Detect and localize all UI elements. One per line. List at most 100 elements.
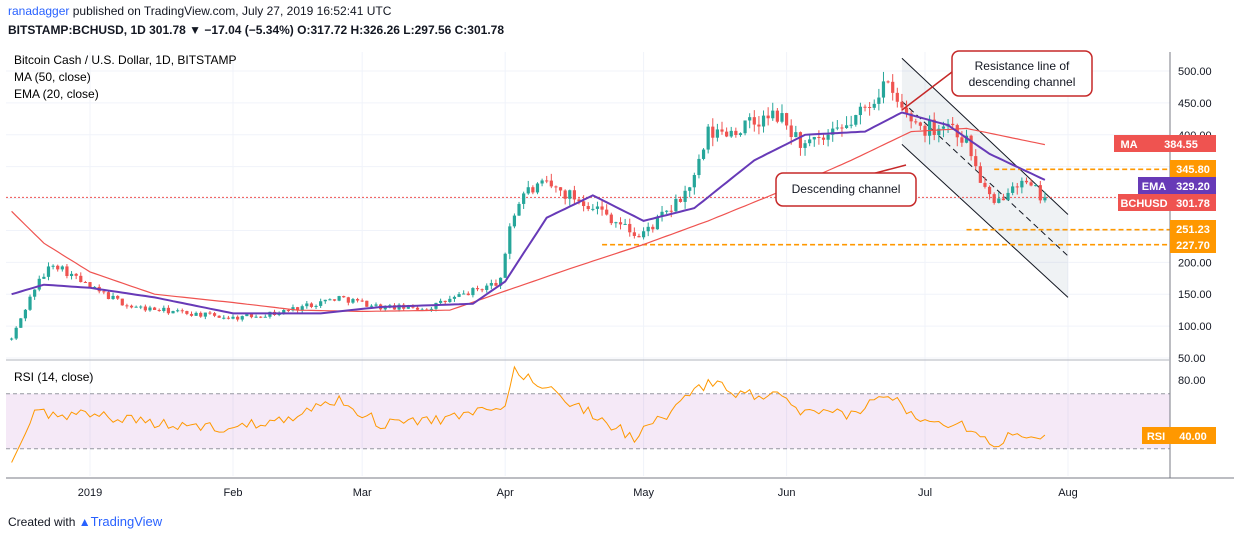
candle-body: [176, 310, 180, 312]
candle-body: [665, 210, 669, 212]
candle-body: [895, 92, 899, 102]
rsi-label-value: 40.00: [1179, 431, 1207, 443]
candle-body: [969, 135, 973, 157]
callout-pointer: [901, 71, 953, 111]
candle-body: [549, 180, 553, 187]
candle-body: [821, 137, 826, 140]
candle-body: [849, 124, 853, 126]
candle-body: [928, 119, 932, 136]
candle-body: [166, 307, 171, 314]
level-label-bg: [1170, 236, 1216, 253]
level-label-value: 227.70: [1176, 240, 1210, 252]
author-name[interactable]: ranadagger: [8, 4, 70, 18]
candle-body: [14, 327, 18, 339]
candle-body: [831, 128, 835, 135]
candle-body: [240, 316, 244, 320]
candle-body: [466, 293, 470, 296]
rsi-tick-label: 80.00: [1178, 375, 1206, 387]
legend-ema: EMA (20, close): [14, 87, 99, 101]
ma-value-label: MA 384.55: [1114, 135, 1216, 152]
candle-body: [462, 293, 466, 295]
ema-label-name: EMA: [1142, 181, 1167, 193]
candle-body: [286, 310, 290, 312]
candle-body: [720, 129, 724, 132]
candle-body: [162, 307, 166, 311]
ma-label-value: 384.55: [1164, 139, 1198, 151]
candle-body: [369, 305, 374, 307]
candle-body: [582, 201, 586, 207]
candle-body: [568, 190, 572, 199]
rsi-label-bg: [1142, 427, 1216, 444]
candle-body: [69, 273, 74, 277]
price-tick-label: 450.00: [1178, 98, 1212, 110]
candle-body: [646, 226, 650, 232]
candle-body: [886, 81, 890, 83]
candle-body: [388, 305, 392, 307]
candle-body: [415, 307, 420, 310]
tradingview-brand[interactable]: TradingView: [90, 514, 163, 529]
candle-body: [249, 314, 254, 318]
candle-body: [761, 115, 766, 127]
low-value: L:297.56: [403, 23, 452, 37]
candle-body: [706, 126, 710, 150]
candle-body: [194, 312, 198, 316]
legend-ma: MA (50, close): [14, 70, 91, 84]
candle-body: [342, 296, 346, 298]
candle-body: [812, 136, 816, 140]
candle-body: [365, 300, 369, 307]
candle-body: [346, 297, 350, 303]
ema20-line: [11, 111, 1046, 315]
candle-body: [752, 117, 756, 125]
tradingview-logo-icon: ▲: [78, 515, 91, 529]
candle-body: [701, 149, 706, 159]
candle-body: [660, 211, 664, 217]
candle-body: [1020, 180, 1024, 188]
candle-body: [651, 226, 655, 230]
time-tick-label: Jun: [778, 487, 796, 499]
candle-body: [1024, 180, 1029, 183]
candle-body: [88, 282, 92, 288]
candle-body: [226, 317, 230, 319]
candle-body: [891, 81, 895, 93]
candle-body: [881, 81, 886, 98]
candle-body: [591, 208, 595, 210]
candle-body: [291, 307, 295, 311]
candle-body: [33, 289, 37, 297]
candle-body: [909, 113, 913, 122]
candle-body: [37, 278, 41, 290]
candle-body: [595, 206, 600, 209]
candle-body: [1043, 197, 1047, 201]
candle-body: [941, 126, 946, 129]
price-tick-label: 50.00: [1178, 353, 1206, 365]
candle-body: [794, 132, 798, 138]
candle-body: [512, 215, 517, 227]
candle-body: [1029, 182, 1033, 186]
candle-body: [319, 301, 323, 306]
candle-body: [180, 310, 184, 312]
channel-support-line: [901, 143, 1069, 298]
candle-body: [997, 198, 1001, 203]
candle-body: [148, 307, 152, 311]
candle-body: [102, 291, 106, 293]
candle-body: [19, 318, 23, 328]
callout-line-2: descending channel: [969, 75, 1076, 89]
candle-body: [79, 275, 83, 283]
level-label-value: 345.80: [1176, 164, 1210, 176]
candle-body: [854, 115, 858, 125]
candle-body: [471, 288, 475, 296]
candle-body: [655, 216, 660, 230]
created-with-text: Created with: [8, 515, 76, 529]
level-value-label-2: 251.23: [1170, 220, 1216, 237]
candle-body: [725, 131, 729, 137]
level-label-value: 251.23: [1176, 224, 1210, 236]
candle-body: [360, 300, 364, 302]
candle-body: [254, 316, 258, 318]
candle-body: [56, 265, 60, 270]
rsi-line: [11, 365, 1046, 463]
candle-body: [743, 120, 747, 134]
candle-body: [932, 119, 936, 136]
high-value: H:326.26: [350, 23, 400, 37]
candle-body: [23, 309, 28, 319]
time-tick-label: May: [633, 487, 654, 499]
